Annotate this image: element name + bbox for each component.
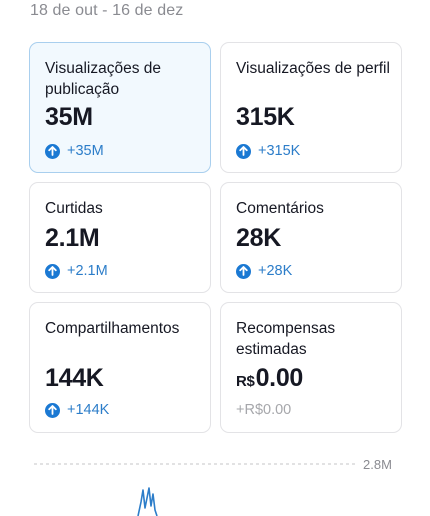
metric-label: Comentários — [236, 200, 324, 217]
metric-change: +35M — [45, 143, 104, 159]
trend-chart — [34, 463, 356, 516]
metric-value: 144K — [45, 364, 104, 392]
arrow-up-icon — [45, 402, 60, 418]
arrow-up-icon — [45, 263, 60, 279]
metric-value: 28K — [236, 224, 281, 252]
metric-change: +315K — [236, 143, 300, 159]
arrow-up-icon — [45, 143, 60, 159]
metric-label: Compartilhamentos — [45, 320, 180, 337]
metric-label: Visualizações de perfil — [236, 60, 390, 77]
metric-label: Visualizações de publicação — [45, 60, 162, 98]
date-range[interactable]: 18 de out - 16 de dez — [30, 2, 184, 19]
metric-card-comments[interactable]: Comentários 28K +28K — [220, 182, 402, 293]
metric-label: Recompensas estimadas — [236, 320, 336, 358]
metric-label: Curtidas — [45, 200, 103, 217]
chart-series-line — [137, 487, 158, 516]
metric-value: 315K — [236, 103, 295, 131]
metric-value: 2.1M — [45, 224, 100, 252]
metric-change-value: +28K — [258, 263, 293, 279]
metric-change-value: +R$0.00 — [236, 402, 292, 418]
metric-value-amount: 0.00 — [255, 364, 304, 392]
currency-symbol: R$ — [236, 373, 255, 390]
chart-y-max-label: 2.8M — [363, 457, 392, 472]
metric-card-shares[interactable]: Compartilhamentos 144K +144K — [29, 302, 211, 433]
arrow-up-icon — [236, 143, 251, 159]
metric-value: 35M — [45, 103, 93, 131]
metric-change-value: +35M — [67, 143, 104, 159]
metric-card-post-views[interactable]: Visualizações de publicação 35M +35M — [29, 42, 211, 173]
metric-change-value: +315K — [258, 143, 301, 159]
metric-change: +2.1M — [45, 263, 108, 279]
metric-card-likes[interactable]: Curtidas 2.1M +2.1M — [29, 182, 211, 293]
metric-card-profile-views[interactable]: Visualizações de perfil 315K +315K — [220, 42, 402, 173]
metric-change-value: +144K — [67, 402, 110, 418]
metric-value: R$0.00 — [236, 364, 303, 393]
metric-change: +R$0.00 — [236, 402, 291, 418]
metric-change: +144K — [45, 402, 109, 418]
metric-card-estimated-rewards[interactable]: Recompensas estimadas R$0.00 +R$0.00 — [220, 302, 402, 433]
metric-change-value: +2.1M — [67, 263, 108, 279]
metric-change: +28K — [236, 263, 292, 279]
arrow-up-icon — [236, 263, 251, 279]
